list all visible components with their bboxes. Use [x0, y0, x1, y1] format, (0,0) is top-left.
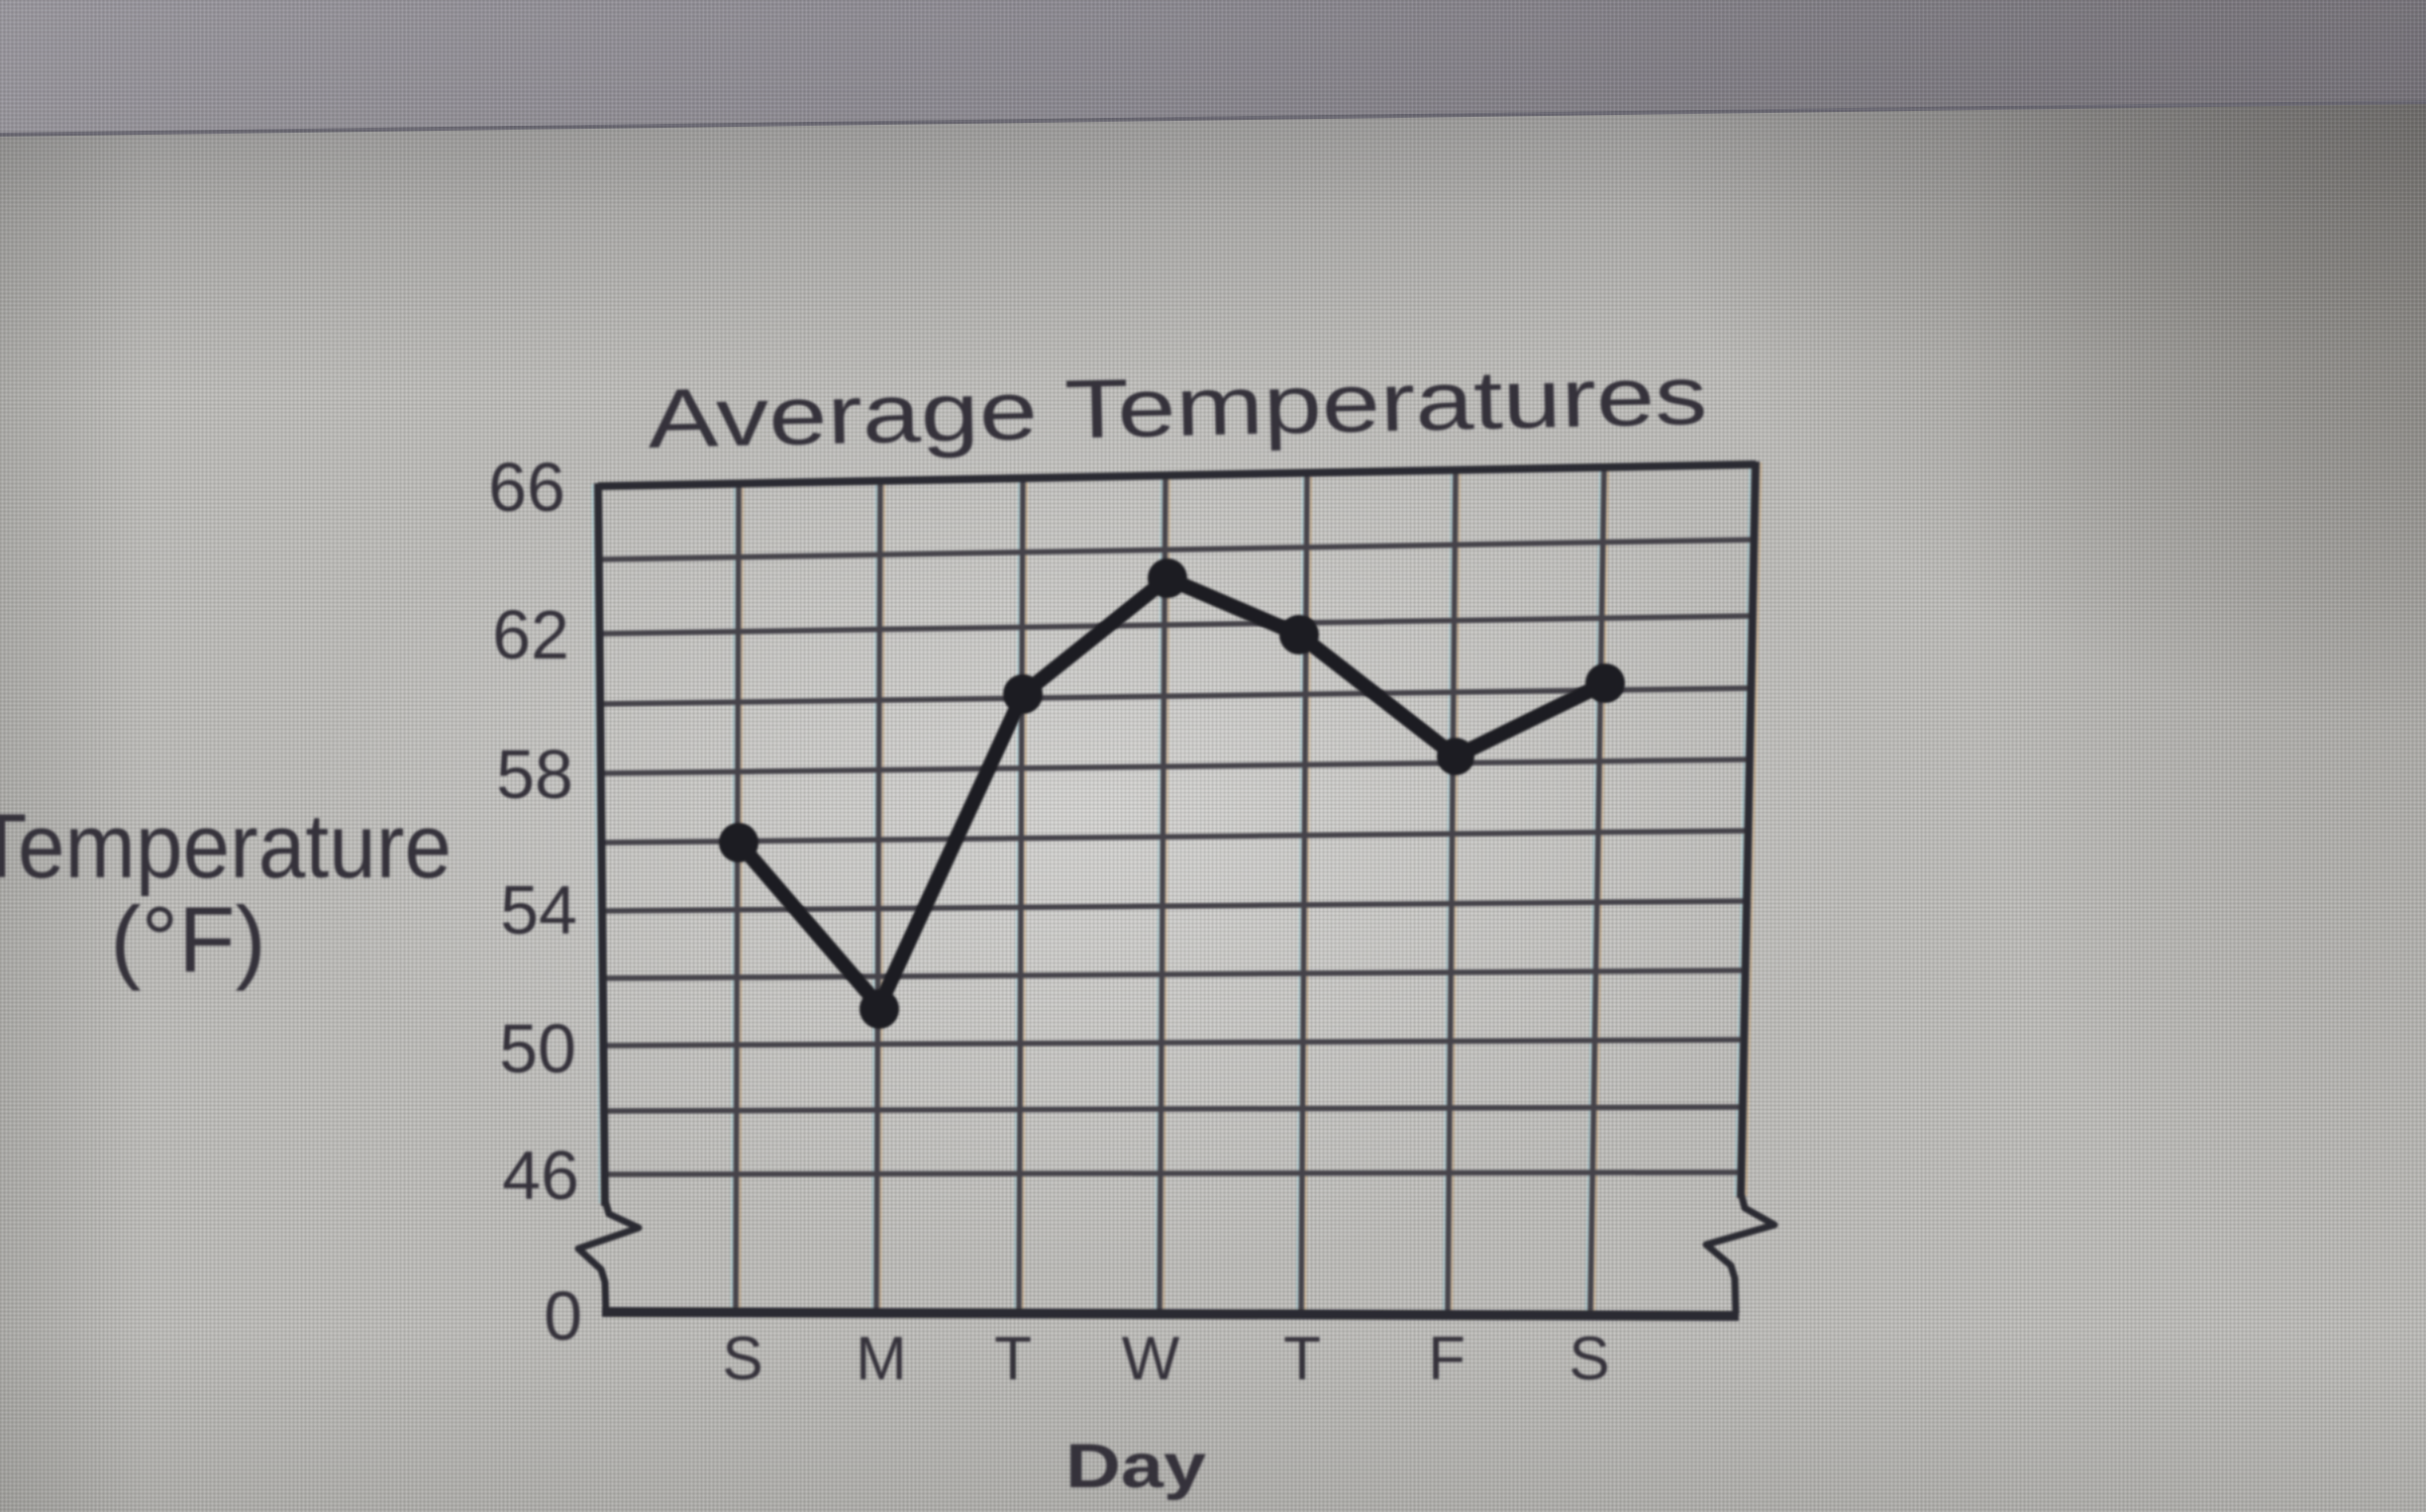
svg-text:54: 54 — [500, 871, 577, 949]
svg-text:50: 50 — [499, 1010, 576, 1087]
svg-text:66: 66 — [488, 449, 565, 526]
svg-text:W: W — [1122, 1325, 1180, 1393]
svg-text:S: S — [722, 1325, 762, 1393]
svg-text:F: F — [1428, 1325, 1466, 1393]
svg-text:58: 58 — [496, 736, 573, 813]
svg-text:Day: Day — [1065, 1432, 1206, 1501]
svg-text:(°F): (°F) — [110, 887, 266, 991]
svg-text:46: 46 — [502, 1137, 579, 1214]
svg-text:M: M — [856, 1325, 907, 1393]
svg-text:62: 62 — [492, 596, 569, 673]
svg-text:0: 0 — [544, 1277, 582, 1355]
svg-text:S: S — [1568, 1325, 1609, 1393]
svg-text:T: T — [994, 1325, 1032, 1393]
svg-text:T: T — [1283, 1325, 1321, 1393]
svg-text:Average Temperatures: Average Temperatures — [647, 349, 1708, 465]
svg-text:Temperature: Temperature — [0, 796, 452, 897]
